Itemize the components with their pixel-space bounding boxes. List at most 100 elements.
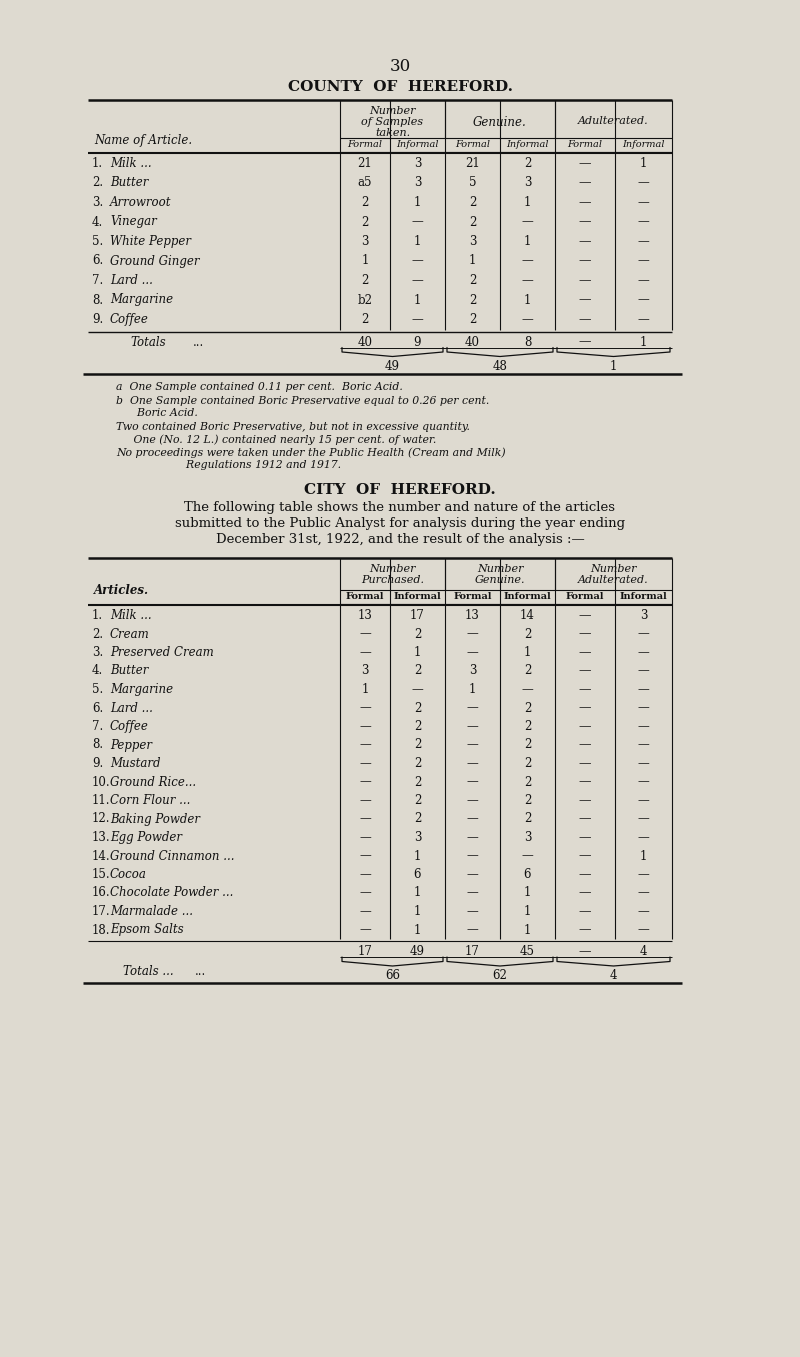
Text: 2: 2 (469, 293, 476, 307)
Text: —: — (466, 627, 478, 641)
Text: —: — (578, 738, 591, 752)
Text: —: — (412, 274, 423, 286)
Text: 13: 13 (465, 609, 480, 622)
Text: Informal: Informal (620, 592, 667, 601)
Text: 2: 2 (362, 216, 369, 228)
Text: 3: 3 (524, 176, 531, 190)
Text: submitted to the Public Analyst for analysis during the year ending: submitted to the Public Analyst for anal… (175, 517, 625, 531)
Text: 9.: 9. (92, 757, 103, 769)
Text: 8.: 8. (92, 293, 103, 307)
Text: —: — (578, 775, 591, 788)
Text: —: — (578, 293, 591, 307)
Text: 2: 2 (414, 702, 421, 715)
Text: —: — (412, 683, 423, 696)
Text: 2: 2 (469, 195, 476, 209)
Text: —: — (638, 775, 650, 788)
Text: 2: 2 (414, 775, 421, 788)
Text: 2: 2 (524, 775, 531, 788)
Text: —: — (466, 721, 478, 733)
Text: 4: 4 (640, 944, 647, 958)
Text: —: — (638, 195, 650, 209)
Text: —: — (638, 683, 650, 696)
Text: 2: 2 (414, 794, 421, 807)
Text: 1: 1 (524, 235, 531, 248)
Text: —: — (359, 775, 371, 788)
Text: —: — (466, 868, 478, 881)
Text: —: — (638, 738, 650, 752)
Text: —: — (466, 794, 478, 807)
Text: —: — (578, 683, 591, 696)
Text: Formal: Formal (346, 592, 384, 601)
Text: —: — (578, 216, 591, 228)
Text: 2: 2 (414, 665, 421, 677)
Text: 2.: 2. (92, 627, 103, 641)
Text: —: — (578, 886, 591, 900)
Text: 13: 13 (358, 609, 373, 622)
Text: Genuine.: Genuine. (473, 115, 527, 129)
Text: 3: 3 (469, 235, 476, 248)
Text: 2: 2 (362, 274, 369, 286)
Text: 1: 1 (414, 924, 421, 936)
Text: —: — (638, 794, 650, 807)
Text: 5: 5 (469, 176, 476, 190)
Text: 9: 9 (414, 335, 422, 349)
Text: 17: 17 (358, 944, 373, 958)
Text: Ground Rice...: Ground Rice... (110, 775, 196, 788)
Text: —: — (578, 757, 591, 769)
Text: 1: 1 (469, 255, 476, 267)
Text: —: — (578, 609, 591, 622)
Text: 5.: 5. (92, 683, 103, 696)
Text: Boric Acid.: Boric Acid. (116, 408, 198, 418)
Text: No proceedings were taken under the Public Health (Cream and Milk): No proceedings were taken under the Publ… (116, 448, 506, 459)
Text: —: — (638, 255, 650, 267)
Text: Milk ...: Milk ... (110, 157, 152, 170)
Text: Informal: Informal (394, 592, 442, 601)
Text: —: — (578, 702, 591, 715)
Text: —: — (412, 216, 423, 228)
Text: —: — (578, 721, 591, 733)
Text: 2: 2 (414, 813, 421, 825)
Text: —: — (412, 255, 423, 267)
Text: 3: 3 (362, 665, 369, 677)
Text: Formal: Formal (455, 140, 490, 149)
Text: Informal: Informal (622, 140, 665, 149)
Text: 14.: 14. (92, 849, 110, 863)
Text: Formal: Formal (454, 592, 492, 601)
Text: —: — (578, 195, 591, 209)
Text: Lard ...: Lard ... (110, 702, 153, 715)
Text: b  One Sample contained Boric Preservative equal to 0.26 per cent.: b One Sample contained Boric Preservativ… (116, 395, 490, 406)
Text: —: — (578, 235, 591, 248)
Text: Purchased.: Purchased. (361, 575, 424, 585)
Text: 40: 40 (358, 335, 373, 349)
Text: 1: 1 (640, 157, 647, 170)
Text: Informal: Informal (396, 140, 438, 149)
Text: 49: 49 (410, 944, 425, 958)
Text: 2: 2 (362, 195, 369, 209)
Text: Milk ...: Milk ... (110, 609, 152, 622)
Text: —: — (578, 176, 591, 190)
Text: —: — (638, 924, 650, 936)
Text: —: — (466, 757, 478, 769)
Text: 2: 2 (414, 627, 421, 641)
Text: 2: 2 (524, 665, 531, 677)
Text: —: — (638, 886, 650, 900)
Text: 11.: 11. (92, 794, 110, 807)
Text: 10.: 10. (92, 775, 110, 788)
Text: —: — (638, 665, 650, 677)
Text: 45: 45 (520, 944, 535, 958)
Text: —: — (638, 905, 650, 917)
Text: —: — (522, 313, 534, 326)
Text: —: — (638, 274, 650, 286)
Text: —: — (359, 757, 371, 769)
Text: —: — (578, 830, 591, 844)
Text: Adulterated.: Adulterated. (578, 575, 649, 585)
Text: 3.: 3. (92, 646, 103, 660)
Text: —: — (359, 886, 371, 900)
Text: Butter: Butter (110, 665, 148, 677)
Text: 4.: 4. (92, 216, 103, 228)
Text: —: — (638, 646, 650, 660)
Text: Baking Powder: Baking Powder (110, 813, 200, 825)
Text: Genuine.: Genuine. (474, 575, 526, 585)
Text: —: — (466, 702, 478, 715)
Text: Ground Cinnamon ...: Ground Cinnamon ... (110, 849, 234, 863)
